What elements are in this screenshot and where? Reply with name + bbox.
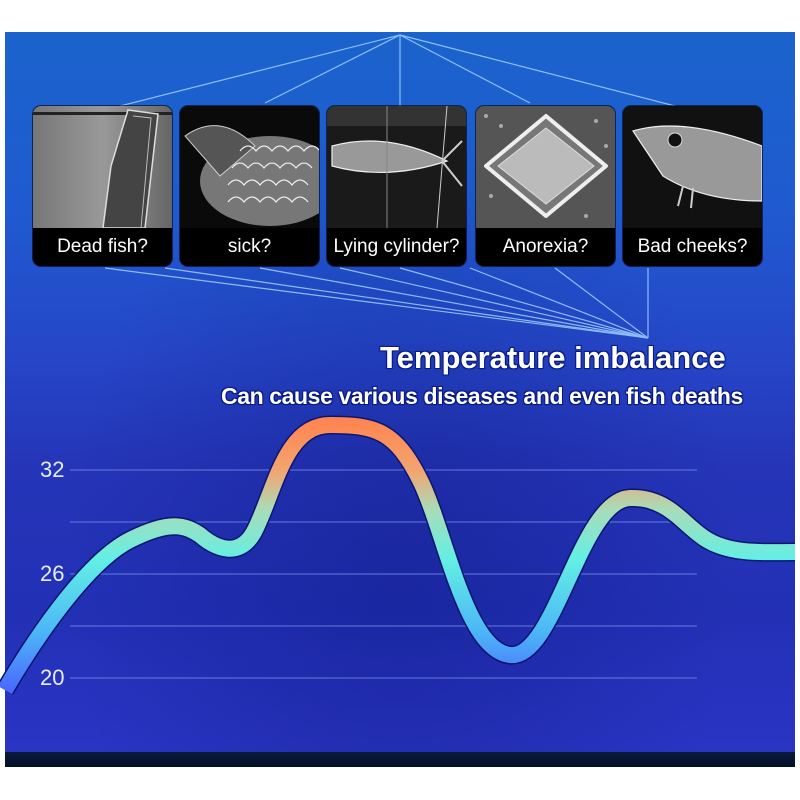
- y-tick-32: 32: [40, 457, 65, 482]
- y-tick-26: 26: [40, 561, 65, 586]
- footer-strip: [5, 752, 795, 767]
- temperature-curve-outline: [0, 415, 796, 695]
- y-tick-20: 20: [40, 665, 65, 690]
- grid-lines: [70, 469, 697, 679]
- card-caption: Dead fish?: [57, 236, 148, 257]
- symptom-card-lying-cylinder: Lying cylinder?: [327, 106, 466, 266]
- symptom-card-bad-cheeks: Bad cheeks?: [623, 106, 762, 266]
- headline-title: Temperature imbalance: [380, 340, 726, 375]
- lying-fish-photo-icon: [327, 106, 466, 228]
- feeding-ring-photo-icon: [476, 106, 615, 228]
- dead-fish-photo-icon: [33, 106, 172, 228]
- temperature-curve: [0, 416, 796, 695]
- card-caption: Anorexia?: [502, 236, 589, 257]
- fish-head-photo-icon: [623, 106, 762, 228]
- symptom-card-dead-fish: Dead fish?: [33, 106, 172, 266]
- card-caption: Bad cheeks?: [637, 236, 748, 257]
- symptom-card-anorexia: Anorexia?: [476, 106, 615, 266]
- symptom-card-sick: sick?: [180, 106, 319, 266]
- sick-fish-scales-photo-icon: [180, 106, 319, 228]
- headline-subtitle: Can cause various diseases and even fish…: [221, 383, 743, 409]
- card-caption: sick?: [227, 236, 272, 257]
- card-caption: Lying cylinder?: [333, 236, 460, 257]
